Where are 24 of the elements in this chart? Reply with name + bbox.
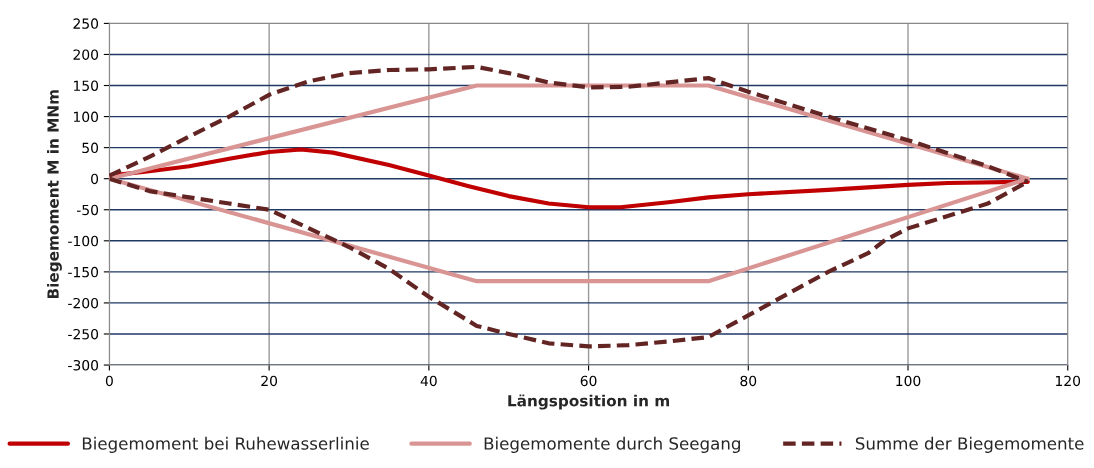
y-tick-label: -50 [76, 204, 99, 216]
x-tick-label: 0 [105, 375, 113, 387]
y-tick-label: 100 [74, 111, 99, 123]
legend-label: Summe der Biegemomente [855, 436, 1084, 453]
x-tick-label: 100 [896, 375, 921, 387]
y-axis-title: Biegemoment M in MNm [47, 90, 62, 299]
y-tick-label: -250 [68, 328, 99, 340]
legend-label: Biegemoment bei Ruhewasserlinie [82, 436, 369, 453]
y-tick-label: -300 [68, 360, 99, 371]
legend-label: Biegemomente durch Seegang [484, 436, 740, 453]
y-tick-label: -150 [68, 266, 99, 278]
y-tick-label: 0 [91, 173, 99, 185]
y-tick-label: -200 [68, 297, 99, 309]
y-tick-label: 250 [73, 18, 99, 29]
x-tick-label: 40 [420, 375, 437, 387]
y-tick-label: 50 [82, 142, 99, 154]
x-tick-label: 60 [580, 375, 597, 387]
y-tick-label: 150 [74, 80, 99, 91]
y-tick-label: -100 [68, 235, 99, 247]
x-tick-label: 20 [261, 375, 278, 387]
x-tick-label: 120 [1056, 375, 1081, 387]
x-tick-label: 80 [740, 375, 757, 387]
x-axis-title: Längsposition in m [508, 394, 670, 410]
y-tick-label: 200 [73, 49, 99, 60]
